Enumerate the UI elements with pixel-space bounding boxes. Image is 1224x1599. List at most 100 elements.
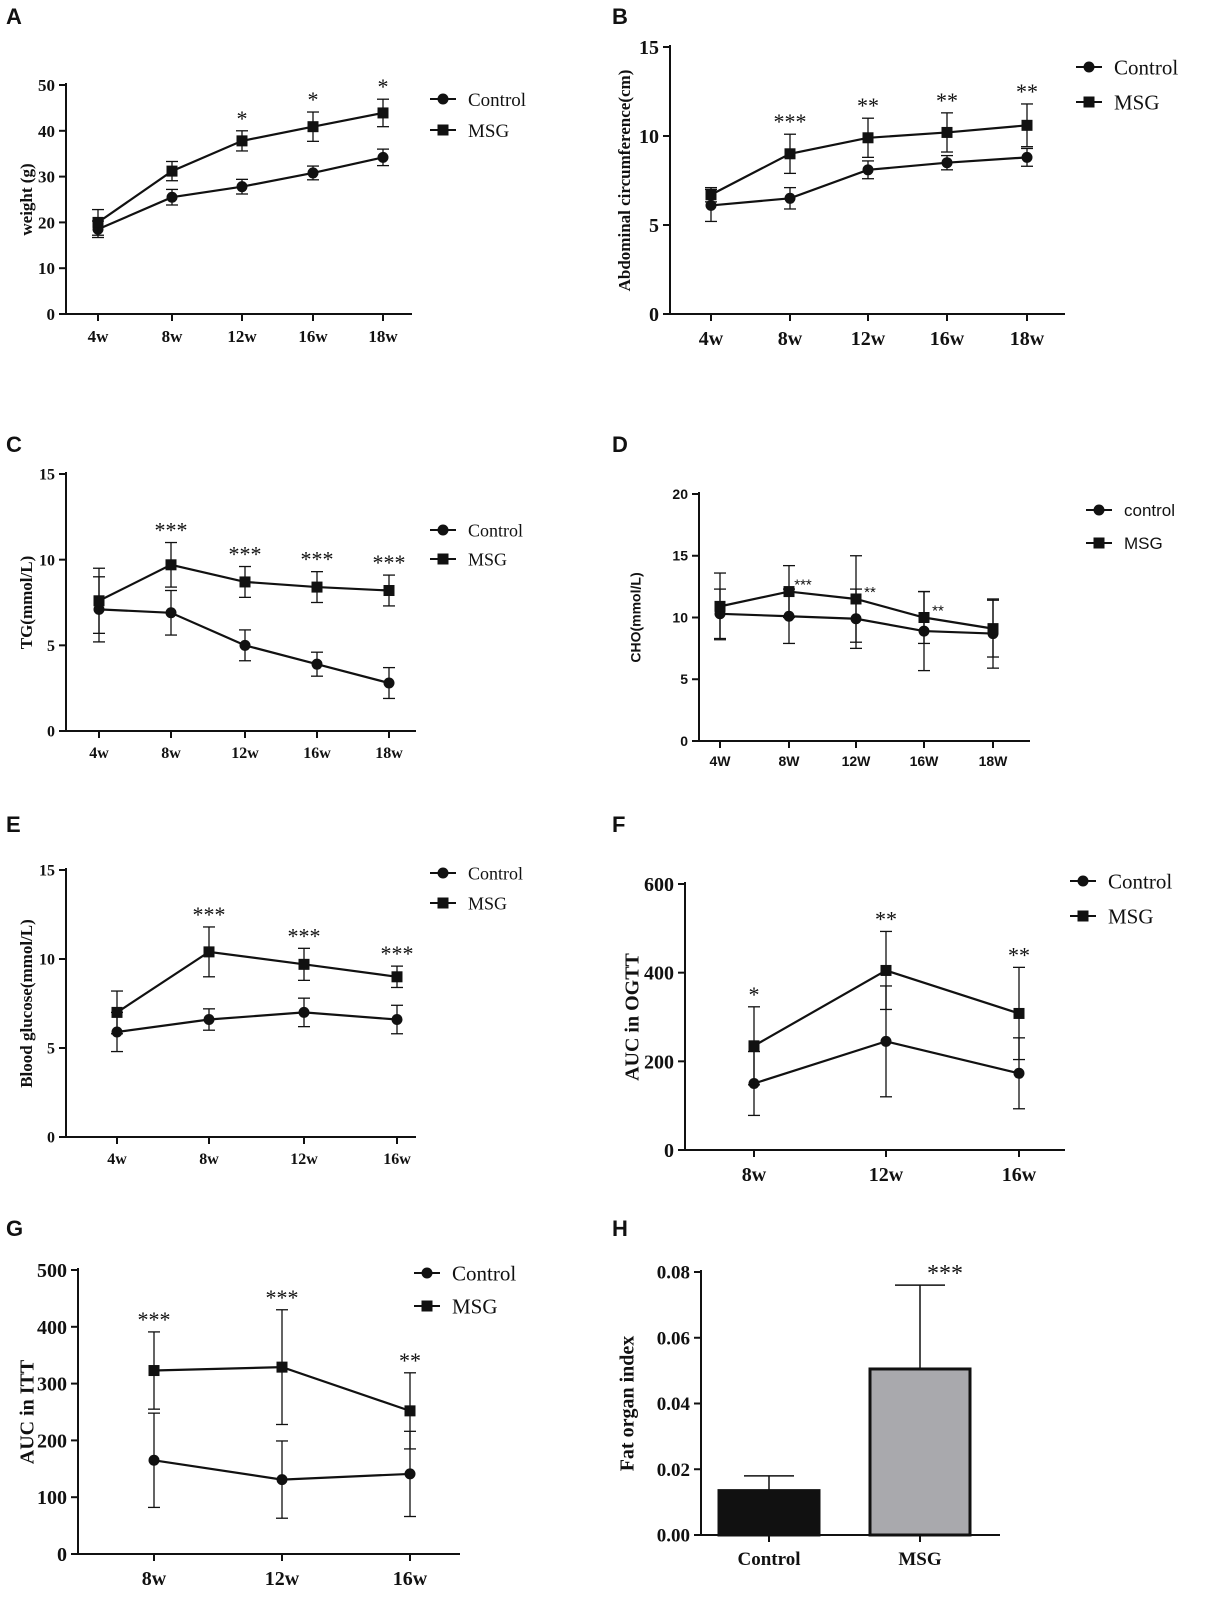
significance-label: ** (864, 584, 876, 601)
y-tick-label: 10 (39, 552, 55, 569)
significance-label: ** (875, 906, 897, 931)
significance-label: *** (927, 1261, 963, 1287)
legend-label: MSG (1114, 91, 1160, 115)
significance-label: *** (155, 518, 188, 543)
data-point-circle (383, 677, 395, 689)
x-tick-label: 16W (910, 753, 940, 769)
y-axis-label: CHO(mmol/L) (627, 572, 643, 662)
panel-c: C 0 5 10 15 TG(mmol/L) 4w 8w 12w 16w 18w *** *** *** *… (6, 432, 523, 762)
legend-label: Control (1114, 56, 1178, 80)
data-point-square (311, 581, 323, 593)
data-point-circle (705, 199, 717, 211)
x-tick-label: 4w (88, 327, 110, 346)
y-tick-label: 0.02 (657, 1460, 690, 1481)
data-point-circle (941, 157, 953, 169)
significance-label: ** (936, 88, 958, 113)
x-tick-label: 4w (699, 328, 724, 350)
significance-label: ** (932, 603, 944, 620)
data-point-square (862, 132, 874, 144)
y-tick-label: 10 (38, 259, 55, 278)
y-tick-label: 15 (39, 467, 55, 484)
data-point-circle (166, 191, 178, 203)
panel-letter: D (612, 432, 628, 457)
y-tick-label: 15 (639, 37, 659, 59)
data-point-circle (1013, 1067, 1025, 1079)
significance-label: ** (1008, 942, 1030, 967)
significance-label: *** (381, 941, 414, 966)
x-tick-label: 12w (869, 1164, 904, 1186)
data-point-square (92, 216, 104, 228)
legend-label: MSG (468, 893, 507, 913)
y-axis-label: AUC in ITT (17, 1359, 39, 1464)
significance-label: * (237, 106, 248, 131)
legend-label: Control (468, 863, 523, 883)
y-tick-label: 200 (37, 1430, 67, 1452)
data-point-square (298, 958, 310, 970)
legend-marker-square (437, 553, 449, 565)
x-tick-label: 12w (290, 1151, 318, 1168)
x-tick-label: 8w (199, 1151, 219, 1168)
significance-label: ** (1016, 79, 1038, 104)
panel-letter: C (6, 432, 22, 457)
significance-label: *** (794, 577, 812, 594)
x-tick-label: 4W (710, 753, 732, 769)
y-axis-label: Blood glucose(mmol/L) (17, 919, 36, 1088)
data-point-square (918, 612, 930, 623)
data-point-square (1013, 1007, 1025, 1019)
data-point-square (748, 1040, 760, 1052)
data-point-square (880, 964, 892, 976)
x-tick-label: 8W (779, 753, 801, 769)
y-tick-label: 600 (644, 874, 674, 896)
x-tick-label: 16w (303, 745, 331, 762)
legend-marker-circle (1093, 504, 1105, 516)
data-point-square (784, 148, 796, 160)
y-tick-label: 0 (47, 305, 56, 324)
y-tick-label: 30 (38, 168, 55, 187)
y-tick-label: 5 (649, 215, 659, 237)
y-axis-label: TG(mmol/L) (17, 556, 36, 650)
legend-marker-square (421, 1300, 433, 1312)
y-tick-label: 40 (38, 122, 55, 141)
data-point-square (987, 623, 999, 635)
data-point-circle (377, 151, 389, 163)
y-tick-label: 10 (639, 126, 659, 148)
x-tick-label: 8w (162, 327, 184, 346)
legend-label: Control (468, 90, 526, 111)
data-point-square (93, 595, 105, 607)
legend-label: MSG (452, 1295, 498, 1319)
legend-marker-circle (437, 524, 449, 536)
x-tick-label: 4w (89, 745, 109, 762)
significance-label: *** (193, 902, 226, 927)
y-tick-label: 5 (47, 638, 55, 655)
data-point-circle (1021, 151, 1033, 163)
data-point-circle (307, 167, 319, 179)
data-point-circle (880, 1035, 892, 1047)
series-line-control (116, 1011, 398, 1034)
legend-label: control (1124, 501, 1175, 520)
significance-label: *** (774, 109, 807, 134)
data-point-circle (276, 1474, 288, 1486)
panel-b: B 0 5 10 15 Abdominal circumference(cm) 4w 8w 12… (612, 4, 1178, 350)
panel-letter: H (612, 1216, 628, 1241)
data-point-square (236, 135, 248, 147)
legend-marker-square (437, 897, 449, 909)
data-point-square (1021, 119, 1033, 131)
legend-marker-circle (1083, 61, 1095, 73)
data-point-circle (298, 1006, 310, 1018)
significance-label: * (378, 74, 389, 99)
data-point-square (276, 1361, 288, 1373)
x-tick-label: 8w (142, 1568, 167, 1590)
legend-marker-square (1077, 910, 1089, 922)
significance-label: ** (399, 1348, 421, 1373)
y-axis-label: AUC in OGTT (622, 952, 644, 1080)
x-tick-label: 12w (265, 1568, 300, 1590)
data-point-square (783, 586, 795, 598)
data-point-square (239, 576, 251, 588)
panel-letter: E (6, 812, 21, 837)
x-tick-label: 8w (742, 1164, 767, 1186)
panel-letter: G (6, 1216, 23, 1241)
y-tick-label: 5 (47, 1041, 55, 1058)
